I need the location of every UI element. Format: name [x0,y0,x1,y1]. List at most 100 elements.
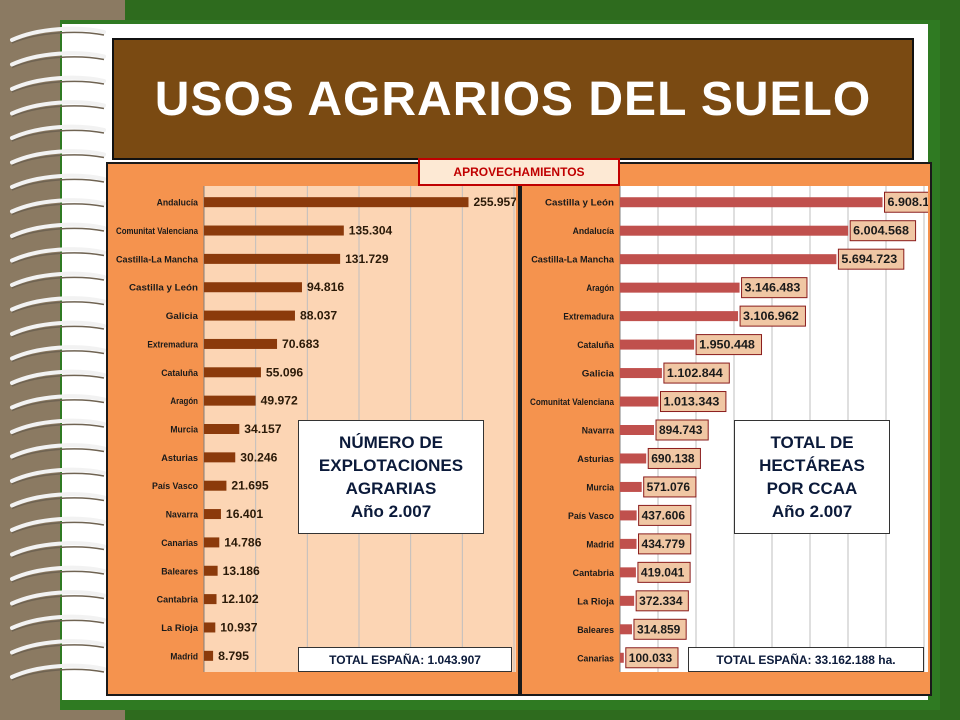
data-label: 571.076 [647,482,690,494]
bar [620,282,740,293]
tick-label: Asturias [577,454,614,465]
data-label-box [849,220,917,242]
tick-label: Castilla y León [129,283,198,294]
spiral-ring [10,467,106,483]
data-label: 16.401 [226,509,264,521]
spiral-ring-shadow [11,276,105,289]
spiral-ring [10,516,106,532]
bar [204,253,341,264]
data-label: 8.795 [218,651,250,663]
data-label-box [647,447,701,469]
bar [204,338,278,349]
right-info-line: Año 2.007 [771,502,853,521]
tick-label: Asturias [161,453,198,464]
bar [620,595,635,606]
right-total-box: TOTAL ESPAÑA: 33.162.188 ha. [688,647,924,672]
spiral-ring-shadow [11,668,105,681]
data-label: 3.146.483 [745,283,801,295]
spiral-ring-shadow [11,570,105,583]
spiral-ring [10,198,106,214]
spiral-ring-shadow [11,497,105,510]
bar [204,537,220,548]
data-label: 131.729 [345,254,388,266]
spiral-ring [10,663,106,679]
spiral-ring-shadow [11,423,105,436]
spiral-ring [10,124,106,140]
left-total-box: TOTAL ESPAÑA: 1.043.907 [298,647,512,672]
tick-label: Baleares [161,566,198,577]
tick-label: Comunitat Valenciana [530,397,615,408]
data-label: 255.957 [473,197,516,209]
spiral-ring-shadow [11,227,105,240]
data-label-box [660,391,727,413]
spiral-rings [10,26,106,681]
bar [620,538,637,549]
spiral-ring-shadow [11,80,105,93]
bar [204,424,240,434]
data-label-box [633,618,687,640]
spiral-ring-shadow [11,595,105,608]
bar [204,310,295,321]
spiral-ring-shadow [11,472,105,485]
data-label: 314.859 [637,624,680,636]
bar [204,395,256,406]
data-label: 12.102 [222,594,259,606]
spiral-ring [10,541,106,557]
spiral-ring-shadow [11,399,105,412]
right-info-box: TOTAL DE HECTÁREAS POR CCAA Año 2.007 [734,420,890,534]
data-label: 49.972 [261,396,298,408]
tick-label: Cantabria [157,595,199,606]
tick-label: La Rioja [577,596,615,607]
spiral-ring-shadow [11,350,105,363]
left-info-line: EXPLOTACIONES [318,456,464,475]
data-label-box [625,647,679,669]
spiral-ring [10,320,106,336]
spiral-ring-shadow [11,154,105,167]
data-label-box [637,561,691,583]
aprovechamientos-tag: APROVECHAMIENTOS [418,158,620,186]
data-label: 30.246 [240,452,277,464]
tick-label: Cataluña [577,340,614,351]
tick-label: Extremadura [563,312,614,323]
data-label: 13.186 [223,566,260,578]
spiral-ring-shadow [11,178,105,191]
bar [620,197,883,208]
bar [204,367,261,378]
right-info-line: HECTÁREAS [759,456,865,475]
spiral-ring [10,345,106,361]
left-info-line: AGRARIAS [345,479,437,498]
bar [620,652,624,663]
data-label: 6.004.568 [853,226,909,238]
bar [204,509,221,520]
bar [204,565,218,576]
bar [620,510,637,521]
spiral-ring-shadow [11,203,105,216]
tick-label: Madrid [170,651,198,662]
data-label: 690.138 [651,453,695,465]
tick-label: Extremadura [147,339,198,350]
data-label: 894.743 [659,425,702,437]
bar [620,425,655,435]
bar [620,453,647,464]
tick-label: Navarra [582,426,615,437]
bar [204,282,302,293]
tick-label: Castilla y León [545,198,614,209]
spiral-ring-shadow [11,325,105,338]
data-label-box [638,533,692,555]
data-label: 94.816 [307,282,344,294]
spiral-ring-shadow [11,644,105,657]
data-label-box [663,362,730,384]
data-label-box [884,191,928,213]
data-label: 1.013.343 [664,397,720,409]
spiral-ring-shadow [11,619,105,632]
spiral-ring [10,271,106,287]
tick-label: Canarias [161,538,198,549]
bar [620,567,636,578]
tick-label: Baleares [577,625,614,636]
spiral-ring [10,492,106,508]
spiral-ring-shadow [11,252,105,265]
spiral-ring [10,51,106,67]
data-label: 3.106.962 [743,311,799,323]
data-label-box [638,504,692,526]
tick-label: Comunitat Valenciana [116,226,199,237]
